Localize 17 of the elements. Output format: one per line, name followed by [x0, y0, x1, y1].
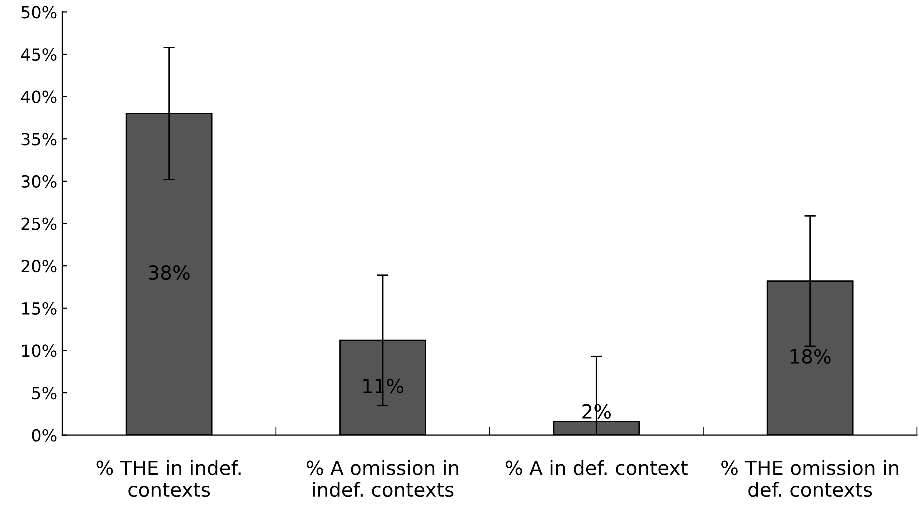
data-label: 38%: [149, 265, 190, 280]
y-tick-label: 0%: [32, 429, 57, 442]
y-tick-label: 30%: [22, 175, 57, 188]
y-tick-label: 40%: [21, 90, 57, 104]
y-tick-label: 45%: [21, 48, 57, 62]
x-tick-label: % THE omission in def. contexts: [722, 460, 899, 498]
y-tick-label: 25%: [22, 218, 57, 230]
y-tick-label: 5%: [32, 387, 57, 400]
y-tick-label: 35%: [22, 133, 57, 146]
y-tick-label: 10%: [22, 344, 57, 358]
y-tick-label: 15%: [22, 302, 57, 315]
y-tick-label: 20%: [22, 260, 57, 273]
x-tick-label: % THE in indef. contexts: [96, 460, 241, 498]
x-tick-label: % A omission in indef. contexts: [306, 460, 458, 498]
data-label: 18%: [790, 349, 831, 364]
y-tick-label: 50%: [22, 6, 57, 19]
x-tick-label: % A in def. context: [506, 460, 688, 476]
